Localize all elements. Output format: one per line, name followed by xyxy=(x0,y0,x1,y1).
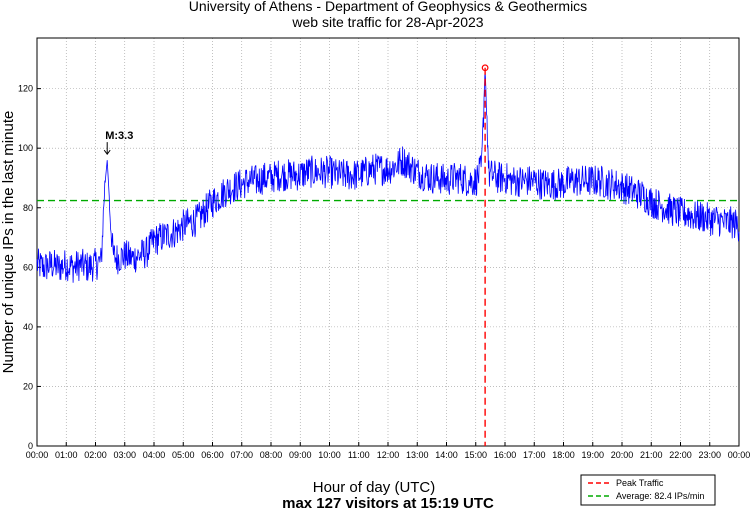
legend-average-label: Average: 82.4 IPs/min xyxy=(616,491,704,501)
quake-annotation: M:3.3 xyxy=(103,130,133,155)
x-axis-ticks: 00:00 01:00 02:00 03:00 04:00 05:00 06:00 07:00… xyxy=(26,442,750,460)
x-axis-label: Hour of day (UTC) xyxy=(313,479,436,496)
legend-peak-label: Peak Traffic xyxy=(616,478,664,488)
y-tick-label: 40 xyxy=(23,322,33,332)
x-tick-label: 11:00 xyxy=(348,450,370,460)
grid xyxy=(37,38,739,446)
x-tick-label: 12:00 xyxy=(377,450,400,460)
x-tick-label: 03:00 xyxy=(113,450,136,460)
x-tick-label: 07:00 xyxy=(230,450,253,460)
x-tick-label: 21:00 xyxy=(640,450,663,460)
annotation-label: M:3.3 xyxy=(105,130,133,142)
x-tick-label: 15:00 xyxy=(464,450,487,460)
max-visitors-caption: max 127 visitors at 15:19 UTC xyxy=(282,495,494,511)
x-tick-label: 17:00 xyxy=(523,450,546,460)
x-tick-label: 09:00 xyxy=(289,450,312,460)
y-axis-ticks: 0 20 40 60 80 100 120 xyxy=(18,84,41,451)
legend-box xyxy=(580,474,716,506)
legend: Peak Traffic Average: 82.4 IPs/min xyxy=(580,474,716,506)
x-tick-label: 10:00 xyxy=(318,450,341,460)
x-tick-label: 08:00 xyxy=(260,450,283,460)
x-tick-label: 00:00 xyxy=(728,450,750,460)
x-tick-label: 19:00 xyxy=(581,450,604,460)
annotation-arrowhead xyxy=(103,149,111,155)
traffic-series-line xyxy=(36,70,740,283)
x-tick-label: 04:00 xyxy=(143,450,166,460)
y-tick-label: 100 xyxy=(18,143,33,153)
x-tick-label: 05:00 xyxy=(172,450,195,460)
x-tick-label: 01:00 xyxy=(55,450,78,460)
x-tick-label: 14:00 xyxy=(435,450,458,460)
x-tick-label: 18:00 xyxy=(552,450,575,460)
y-tick-label: 80 xyxy=(23,203,33,213)
x-tick-label: 02:00 xyxy=(84,450,107,460)
x-tick-label: 20:00 xyxy=(611,450,634,460)
chart-title-line2: web site traffic for 28-Apr-2023 xyxy=(291,14,483,30)
peak-marker xyxy=(481,64,489,72)
x-tick-label: 00:00 xyxy=(26,450,49,460)
x-tick-label: 23:00 xyxy=(698,450,721,460)
x-tick-label: 22:00 xyxy=(669,450,692,460)
x-tick-label: 13:00 xyxy=(406,450,429,460)
chart-title-line1: University of Athens - Department of Geo… xyxy=(189,0,587,14)
x-tick-label: 16:00 xyxy=(494,450,517,460)
x-tick-label: 06:00 xyxy=(201,450,224,460)
y-tick-label: 120 xyxy=(18,84,33,94)
y-tick-label: 0 xyxy=(28,441,33,451)
y-tick-label: 60 xyxy=(23,262,33,272)
y-tick-label: 20 xyxy=(23,381,33,391)
y-axis-label: Number of unique IPs in the last minute xyxy=(0,111,17,374)
